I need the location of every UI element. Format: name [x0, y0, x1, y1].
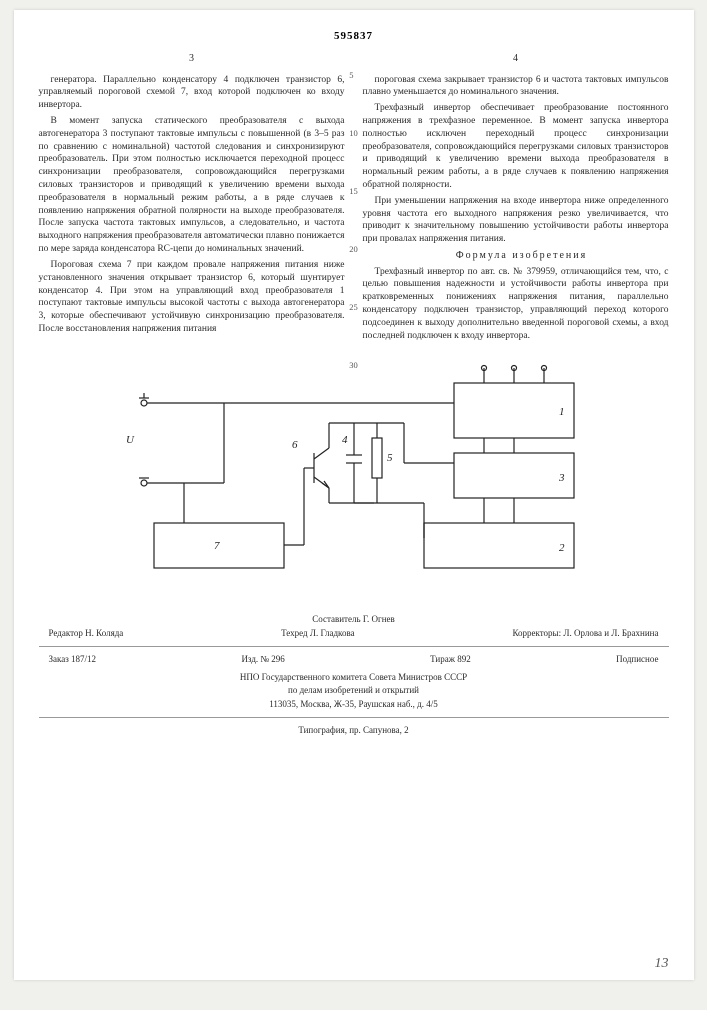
line-marker: 30 — [349, 360, 358, 370]
line-marker: 10 — [349, 128, 358, 138]
line-marker: 5 — [349, 70, 358, 80]
paragraph: генератора. Параллельно конденсатору 4 п… — [39, 74, 345, 112]
left-column: 3 генератора. Параллельно конденсатору 4… — [39, 52, 345, 345]
paragraph: В момент запуска статического преобразов… — [39, 115, 345, 256]
left-page-number: 3 — [39, 52, 345, 66]
right-column: 4 пороговая схема закрывает транзистор 6… — [363, 52, 669, 345]
address: 113035, Москва, Ж-35, Раушская наб., д. … — [39, 698, 669, 712]
label-5: 5 — [387, 452, 393, 464]
paragraph: пороговая схема закрывает транзистор 6 и… — [363, 74, 669, 100]
line-marker: 15 — [349, 186, 358, 196]
footer-divider — [39, 646, 669, 647]
org-line2: по делам изобретений и открытий — [39, 684, 669, 698]
label-1: 1 — [559, 406, 565, 418]
techred: Техред Л. Гладкова — [281, 627, 354, 641]
paragraph: Трехфазный инвертор обеспечивает преобра… — [363, 102, 669, 192]
signed: Подписное — [616, 653, 658, 667]
right-page-number: 4 — [363, 52, 669, 66]
paragraph: Пороговая схема 7 при каждом провале нап… — [39, 259, 345, 336]
label-7: 7 — [214, 540, 220, 552]
footer-divider — [39, 717, 669, 718]
compiler: Составитель Г. Огнев — [39, 613, 669, 627]
label-6: 6 — [292, 439, 298, 451]
line-marker: 25 — [349, 302, 358, 312]
paragraph: Трехфазный инвертор по авт. св. № 379959… — [363, 266, 669, 343]
izd-num: Изд. № 296 — [241, 653, 284, 667]
label-4: 4 — [342, 434, 348, 446]
label-2: 2 — [559, 542, 565, 554]
org-line1: НПО Государственного комитета Совета Мин… — [39, 671, 669, 685]
line-numbers: 5 10 15 20 25 30 — [349, 70, 358, 370]
typography: Типография, пр. Сапунова, 2 — [39, 724, 669, 738]
formula-title: Формула изобретения — [363, 249, 669, 263]
page: 595837 5 10 15 20 25 30 3 генератора. Па… — [14, 10, 694, 980]
label-3: 3 — [558, 472, 565, 484]
line-marker: 20 — [349, 244, 358, 254]
tirage: Тираж 892 — [430, 653, 471, 667]
footer-print-row: Заказ 187/12 Изд. № 296 Тираж 892 Подпис… — [39, 653, 669, 667]
paragraph: При уменьшении напряжения на входе инвер… — [363, 195, 669, 246]
correctors: Корректоры: Л. Орлова и Л. Брахнина — [512, 627, 658, 641]
label-u: U — [126, 434, 135, 446]
footer-credits-row: Редактор Н. Коляда Техред Л. Гладкова Ко… — [39, 627, 669, 641]
patent-number: 595837 — [39, 30, 669, 42]
corner-page-number: 13 — [655, 956, 669, 972]
diagram-svg: U 7 6 — [114, 363, 594, 593]
circuit-diagram: U 7 6 — [39, 363, 669, 593]
footer: Составитель Г. Огнев Редактор Н. Коляда … — [39, 613, 669, 738]
order-num: Заказ 187/12 — [49, 653, 97, 667]
editor: Редактор Н. Коляда — [49, 627, 124, 641]
